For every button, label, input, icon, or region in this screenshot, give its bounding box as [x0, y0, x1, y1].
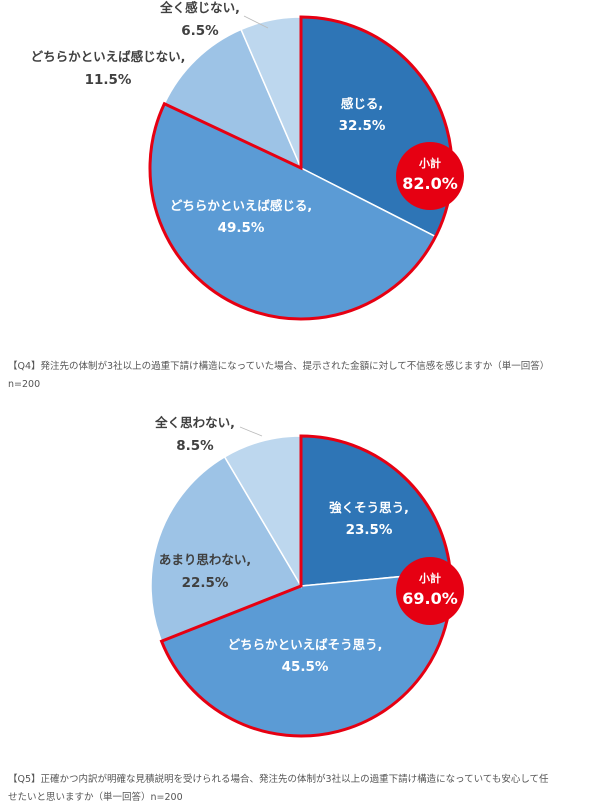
subtotal-value: 69.0%	[402, 589, 458, 608]
slice-label: 感じる,	[341, 96, 383, 111]
slice-value-label: 23.5%	[346, 522, 393, 538]
pie-slice	[150, 455, 303, 643]
question-caption-q5: 【Q5】正確かつ内訳が明確な見積説明を受けられる場合、発注先の体制が3社以上の過…	[8, 771, 600, 807]
slice-value-label: 6.5%	[181, 23, 219, 39]
slice-label: 強くそう思う,	[329, 500, 409, 515]
subtotal-badge: 小計 69.0%	[396, 557, 464, 625]
slice-value-label: 45.5%	[282, 659, 329, 675]
slice-label: あまり思わない,	[159, 552, 251, 567]
leader-line	[243, 15, 269, 29]
caption-text: 【Q4】発注先の体制が3社以上の過重下請け構造になっていた場合、提示された金額に…	[8, 361, 550, 372]
leader-line	[239, 426, 263, 437]
slice-value-label: 11.5%	[85, 72, 132, 88]
slice-label: どちらかといえば感じる,	[170, 198, 312, 213]
subtotal-badge: 小計 82.0%	[396, 142, 464, 210]
caption-sample-size: せたいと思いますか（単一回答）n=200	[8, 792, 183, 803]
slice-value-label: 22.5%	[182, 575, 229, 591]
subtotal-circle	[396, 557, 464, 625]
question-caption-q4: 【Q4】発注先の体制が3社以上の過重下請け構造になっていた場合、提示された金額に…	[8, 358, 600, 394]
subtotal-circle	[396, 142, 464, 210]
highlight-outline	[148, 15, 454, 321]
subtotal-value: 82.0%	[402, 174, 458, 193]
slice-value-label: 49.5%	[218, 220, 265, 236]
slice-value-label: 32.5%	[339, 118, 386, 134]
pie-slice	[163, 28, 303, 170]
subtotal-label: 小計	[418, 156, 441, 170]
slice-value-label: 8.5%	[176, 438, 214, 454]
pie-chart-q5: 強くそう思う, 23.5% どちらかといえばそう思う, 45.5% あまり思わない, 22…	[150, 415, 464, 738]
slice-label: どちらかといえば感じない,	[31, 49, 186, 64]
slice-label: どちらかといえばそう思う,	[228, 637, 383, 652]
slice-label: 全く感じない,	[159, 0, 240, 15]
subtotal-label: 小計	[418, 571, 441, 585]
highlight-outline	[159, 434, 453, 738]
pie-chart-q4: 感じる, 32.5% どちらかといえば感じる, 49.5% どちらかといえば感じない, 1…	[31, 0, 464, 321]
caption-text: 【Q5】正確かつ内訳が明確な見積説明を受けられる場合、発注先の体制が3社以上の過…	[8, 774, 549, 785]
caption-sample-size: n=200	[8, 379, 41, 390]
slice-label: 全く思わない,	[154, 415, 235, 430]
